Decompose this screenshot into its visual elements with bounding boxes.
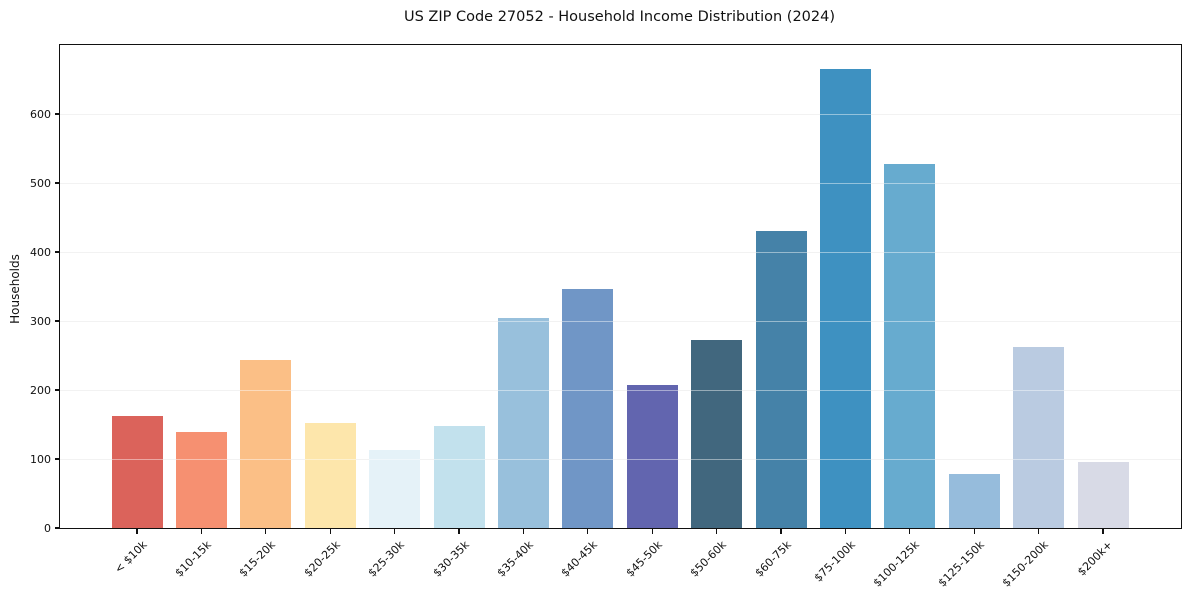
x-tick-label: $25-30k: [365, 538, 408, 580]
y-tick-mark: [55, 182, 59, 184]
x-tick-mark: [200, 529, 203, 534]
x-tick-label: $30-35k: [430, 538, 472, 580]
bar: [755, 231, 807, 528]
bar: [948, 474, 1000, 528]
x-tick-mark: [522, 529, 525, 534]
bar: [433, 425, 485, 528]
x-tick-mark: [973, 529, 975, 534]
x-tick-mark: [715, 529, 718, 534]
y-tick-label: 400: [30, 245, 51, 259]
x-tick-label: $150-200k: [999, 538, 1052, 590]
gridline-overlay: [60, 251, 1181, 253]
x-tick-label: $15-20k: [237, 538, 279, 580]
y-tick-mark: [55, 527, 59, 529]
gridline: [60, 182, 1181, 184]
bar: [884, 164, 936, 528]
x-tick-label: $125-150k: [935, 538, 987, 590]
x-tick-mark: [265, 529, 267, 534]
x-tick-label: < $10k: [111, 538, 150, 576]
bar: [175, 432, 227, 528]
x-tick-label: $40-45k: [559, 538, 601, 580]
gridline: [60, 389, 1181, 391]
x-tick-label: $35-40k: [494, 538, 536, 580]
x-tick-mark: [136, 529, 138, 534]
y-tick-label: 100: [30, 452, 51, 466]
bar: [562, 288, 614, 528]
x-tick-label: $10-15k: [172, 538, 214, 580]
y-tick-label: 500: [30, 176, 51, 190]
gridline-overlay: [60, 389, 1181, 391]
y-tick-label: 600: [30, 107, 51, 121]
x-tick-mark: [1037, 529, 1040, 534]
bar: [626, 385, 678, 528]
x-tick-label: $50-60k: [687, 538, 730, 580]
chart-title: US ZIP Code 27052 - Household Income Dis…: [403, 9, 836, 25]
x-tick-mark: [393, 529, 396, 534]
bar: [1077, 461, 1129, 528]
x-tick-mark: [844, 529, 847, 534]
x-tick-mark: [1102, 529, 1104, 534]
bar: [1013, 347, 1065, 528]
y-tick-mark: [55, 458, 59, 460]
bar: [304, 423, 356, 528]
y-tick-mark: [55, 113, 59, 115]
gridline: [60, 113, 1181, 115]
x-tick-label: $100-125k: [871, 538, 923, 590]
y-axis-label: Households: [8, 254, 22, 324]
x-tick-mark: [909, 529, 911, 534]
gridline: [60, 251, 1181, 253]
plot-area: [59, 44, 1182, 529]
bar: [497, 317, 549, 528]
y-tick-label: 0: [44, 521, 51, 535]
bar: [691, 339, 743, 528]
y-tick-mark: [55, 389, 59, 391]
gridline-overlay: [60, 458, 1181, 460]
x-tick-label: $60-75k: [752, 538, 794, 580]
x-tick-mark: [651, 529, 653, 534]
y-tick-mark: [55, 251, 59, 253]
x-tick-mark: [329, 529, 331, 534]
x-tick-label: $20-25k: [301, 538, 343, 580]
x-tick-label: $200k+: [1075, 538, 1116, 579]
gridline: [60, 320, 1181, 322]
x-tick-label: $45-50k: [623, 538, 665, 580]
gridline: [60, 458, 1181, 460]
x-tick-mark: [587, 529, 589, 534]
bar: [240, 359, 292, 528]
gridline-overlay: [60, 320, 1181, 322]
bar: [369, 450, 421, 528]
bar: [819, 69, 871, 528]
y-tick-mark: [55, 320, 59, 322]
x-tick-label: $75-100k: [811, 538, 858, 585]
gridline-overlay: [60, 182, 1181, 184]
y-tick-label: 200: [30, 383, 51, 397]
y-tick-label: 300: [30, 314, 51, 328]
gridline-overlay: [60, 113, 1181, 115]
x-tick-mark: [458, 529, 460, 534]
bar: [111, 415, 163, 528]
x-tick-mark: [780, 529, 782, 534]
